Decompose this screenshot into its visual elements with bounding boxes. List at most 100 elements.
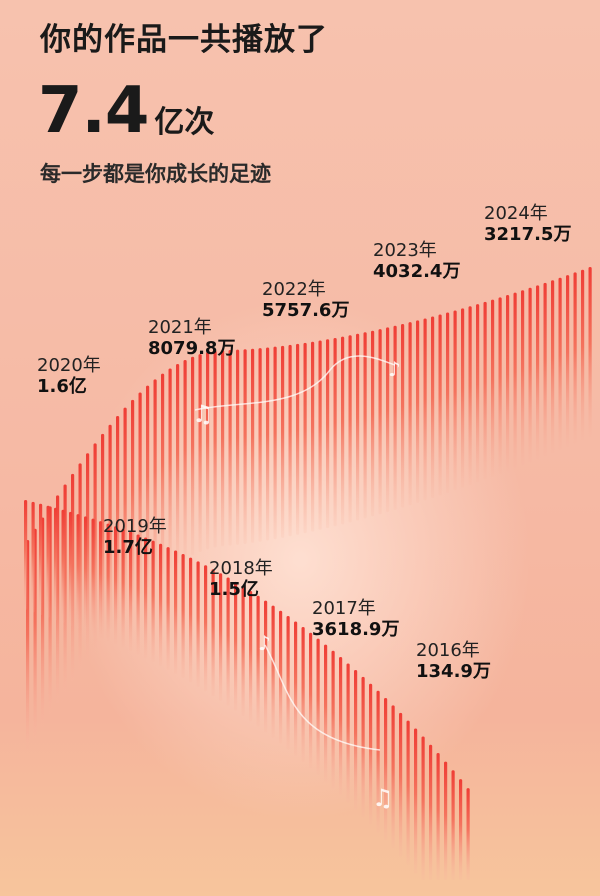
year-text: 2017年 bbox=[312, 598, 376, 619]
wave-bar bbox=[286, 616, 290, 750]
wave-bar bbox=[468, 306, 472, 486]
wave-bar bbox=[399, 712, 403, 857]
wave-bar bbox=[153, 379, 157, 581]
wave-bar bbox=[431, 316, 435, 499]
total-plays-value: 7.4 bbox=[38, 74, 149, 148]
light-trail-lower bbox=[264, 644, 381, 751]
year-text: 2022年 bbox=[262, 279, 326, 300]
wave-bar bbox=[498, 297, 502, 475]
wave-bar bbox=[318, 340, 322, 530]
wave-bar bbox=[363, 332, 367, 519]
wave-bar bbox=[543, 282, 547, 457]
wave-bar bbox=[99, 521, 103, 638]
year-text: 2016年 bbox=[416, 640, 480, 661]
wave-bar bbox=[166, 547, 170, 670]
wave-bar bbox=[391, 705, 395, 849]
wave-bar bbox=[401, 323, 405, 508]
wave-bar bbox=[331, 650, 335, 789]
year-label-2022: 2022年 5757.6万 bbox=[262, 279, 349, 321]
total-plays-unit: 亿次 bbox=[154, 105, 215, 140]
year-label-2018: 2018年 1.5亿 bbox=[209, 558, 273, 600]
wave-bar bbox=[416, 320, 420, 503]
music-note-icon: ♪ bbox=[258, 631, 271, 655]
plays-text: 8079.8万 bbox=[148, 338, 236, 360]
wave-bar bbox=[294, 621, 298, 756]
plays-text: 4032.4万 bbox=[373, 261, 461, 283]
wave-bar bbox=[446, 312, 450, 493]
wave-bar bbox=[303, 342, 307, 534]
year-text: 2020年 bbox=[37, 355, 101, 376]
wave-bar bbox=[39, 503, 43, 616]
wave-bar bbox=[436, 753, 440, 880]
wave-bar bbox=[581, 269, 585, 441]
year-label-2019: 2019年 1.7亿 bbox=[103, 516, 167, 558]
wave-bar bbox=[176, 363, 180, 564]
wave-bar bbox=[228, 349, 232, 546]
wave-bar bbox=[249, 590, 253, 722]
plays-text: 1.6亿 bbox=[37, 376, 87, 398]
wave-bar bbox=[528, 287, 532, 463]
wave-bar bbox=[414, 728, 418, 874]
total-plays: 7.4 亿次 bbox=[38, 74, 214, 148]
wave-bar bbox=[341, 336, 345, 525]
wave-bars-lower bbox=[24, 500, 470, 880]
wave-bar bbox=[31, 501, 35, 613]
wave-bar bbox=[181, 553, 185, 679]
plays-text: 3618.9万 bbox=[312, 619, 400, 641]
wave-bar bbox=[451, 770, 455, 880]
year-label-2021: 2021年 8079.8万 bbox=[148, 317, 235, 359]
wave-bar bbox=[461, 308, 465, 488]
wave-bar bbox=[226, 577, 230, 706]
wave-bar bbox=[189, 557, 193, 683]
wave-bar bbox=[339, 657, 343, 796]
year-label-2020: 2020年 1.6亿 bbox=[37, 355, 101, 397]
wave-bar bbox=[243, 349, 247, 544]
wave-bar bbox=[121, 528, 125, 648]
plays-text: 134.9万 bbox=[416, 661, 491, 683]
wave-bar bbox=[206, 352, 210, 550]
wave-bar bbox=[513, 292, 517, 469]
wave-bar bbox=[369, 683, 373, 825]
wave-bar bbox=[384, 698, 388, 841]
wave-bar bbox=[114, 526, 118, 645]
wave-bar bbox=[309, 632, 313, 769]
year-text: 2023年 bbox=[373, 240, 437, 261]
wave-bar bbox=[348, 335, 352, 523]
wave-bar bbox=[476, 304, 480, 483]
wave-bar bbox=[459, 779, 463, 880]
wave-bar bbox=[84, 516, 88, 632]
wave-bar bbox=[241, 586, 245, 716]
wave-bar bbox=[296, 343, 300, 535]
wave-bar bbox=[196, 561, 200, 687]
wave-bar bbox=[159, 543, 163, 666]
wave-bar bbox=[168, 368, 172, 569]
wave-bar bbox=[506, 295, 510, 472]
wave-bar bbox=[213, 350, 217, 548]
wave-bar bbox=[258, 348, 262, 542]
wave-bar bbox=[266, 347, 270, 541]
wave-bar bbox=[333, 337, 337, 527]
wave-bar bbox=[371, 330, 375, 517]
wave-bar bbox=[491, 299, 495, 477]
music-note-icon: ♪ bbox=[388, 357, 401, 381]
wave-bar bbox=[378, 329, 382, 515]
wave-bar bbox=[444, 761, 448, 880]
year-text: 2018年 bbox=[209, 558, 273, 579]
wave-bar bbox=[236, 349, 240, 545]
wave-bar bbox=[588, 267, 592, 438]
year-label-2024: 2024年 3217.5万 bbox=[484, 203, 571, 245]
wave-bar bbox=[204, 565, 208, 692]
wave-bar bbox=[198, 354, 202, 552]
wave-bar bbox=[211, 569, 215, 697]
wave-bar bbox=[251, 348, 255, 543]
year-text: 2021年 bbox=[148, 317, 212, 338]
wave-bar bbox=[288, 344, 292, 537]
wave-bar bbox=[316, 638, 320, 775]
year-label-2016: 2016年 134.9万 bbox=[416, 640, 491, 682]
wave-bar bbox=[438, 314, 442, 496]
wave-bar bbox=[46, 505, 50, 618]
wave-bar bbox=[376, 690, 380, 833]
wave-bar bbox=[453, 310, 457, 491]
wave-bar bbox=[106, 523, 110, 642]
wave-bar bbox=[573, 272, 577, 444]
